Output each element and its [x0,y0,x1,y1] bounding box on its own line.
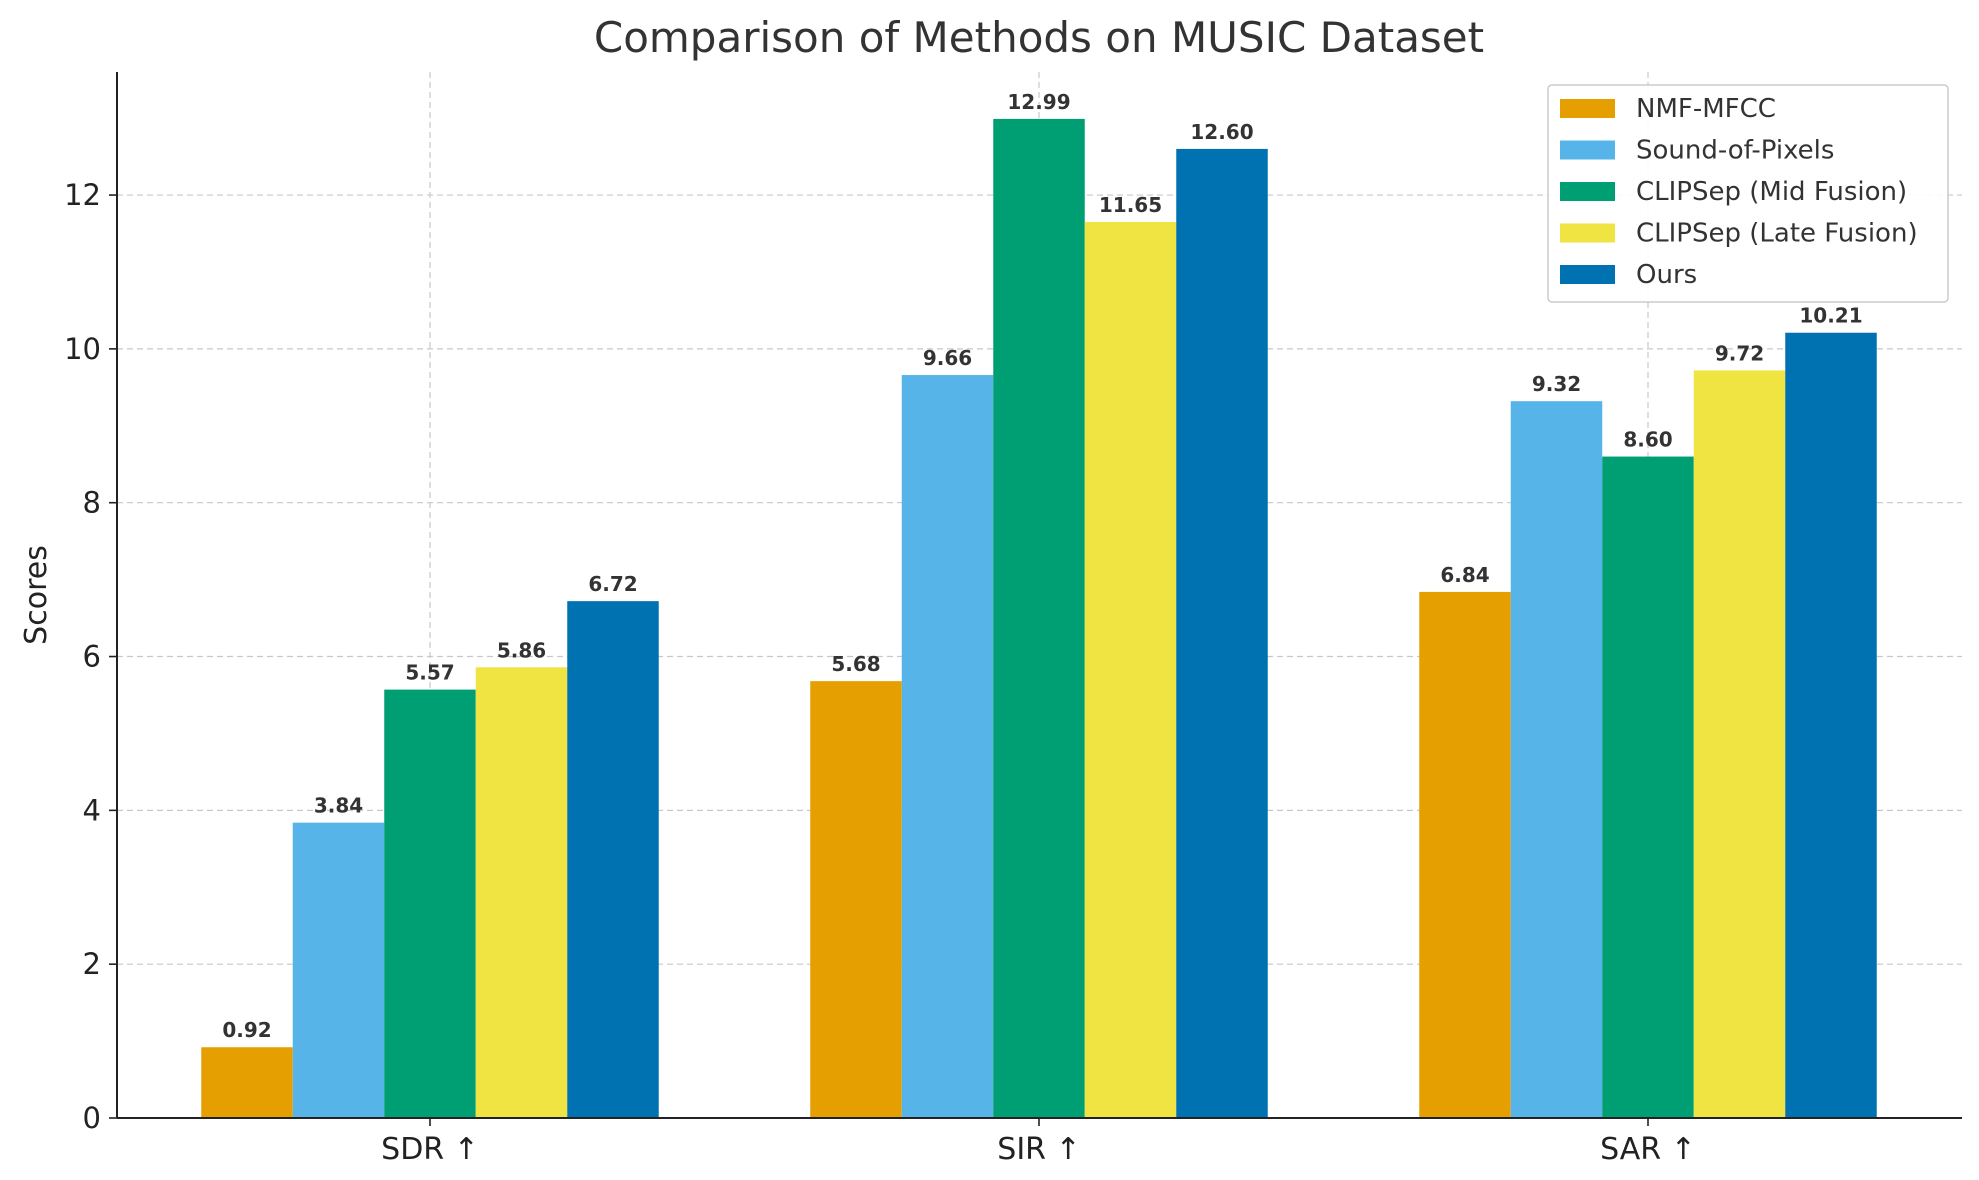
bar-sound-of-pixels-sar [1510,401,1603,1118]
data-label: 12.60 [1190,120,1253,144]
bar-sound-of-pixels-sir [901,375,994,1118]
legend-label: CLIPSep (Late Fusion) [1636,219,1918,249]
legend-label: Sound-of-Pixels [1636,136,1834,166]
data-label: 10.21 [1799,304,1862,328]
x-tick-label: SDR ↑ [381,1132,479,1167]
legend-swatch [1560,140,1615,160]
data-label: 12.99 [1007,90,1070,114]
y-tick-label: 4 [83,793,101,827]
legend-item-sound-of-pixels: Sound-of-Pixels [1560,136,1834,166]
bars-layer [201,118,1877,1119]
legend-box [1547,84,1949,303]
y-axis-label: Scores [19,545,54,645]
legend-label: Ours [1636,260,1697,290]
legend-swatch [1560,223,1615,243]
bar-clipsep-mid-fusion-sar [1602,456,1694,1118]
x-tick-label: SAR ↑ [1600,1132,1696,1167]
data-label: 6.72 [588,572,637,596]
chart-title: Comparison of Methods on MUSIC Dataset [594,13,1484,62]
bar-ours-sar [1785,332,1877,1118]
legend-label: NMF-MFCC [1636,94,1776,124]
y-tick-label: 6 [83,640,101,674]
y-tick-label: 12 [64,178,101,212]
bar-clipsep-mid-fusion-sdr [384,689,476,1118]
bar-nmf-mfcc-sir [810,681,902,1118]
data-labels-layer: 0.92 5.68 6.84 3.84 9.66 9.32 5.57 12.99 8.60 5.8… [222,90,1862,1042]
legend-swatch [1560,182,1615,201]
legend-swatch [1560,265,1615,284]
bar-clipsep-mid-fusion-sir [993,118,1085,1118]
bar-ours-sir [1176,148,1268,1119]
data-label: 5.68 [831,652,880,676]
y-tick-label: 2 [83,947,101,981]
legend-swatch [1560,99,1615,118]
legend-item-clipsep-mid-fusion: CLIPSep (Mid Fusion) [1560,177,1907,207]
bar-clipsep-late-fusion-sdr [475,667,568,1118]
y-tick-label: 0 [83,1101,101,1135]
bar-sound-of-pixels-sdr [292,822,385,1118]
bar-nmf-mfcc-sdr [201,1047,293,1118]
bar-nmf-mfcc-sar [1419,591,1511,1118]
data-label: 9.32 [1532,372,1581,396]
data-label: 0.92 [222,1018,271,1042]
data-label: 5.57 [405,661,454,685]
data-label: 9.72 [1715,341,1764,365]
bar-clipsep-late-fusion-sir [1084,221,1177,1119]
y-tick-label: 8 [83,486,101,520]
legend-item-ours: Ours [1560,260,1697,290]
legend-item-nmf-mfcc: NMF-MFCC [1560,94,1776,124]
bar-ours-sdr [567,601,659,1118]
legend-item-clipsep-late-fusion: CLIPSep (Late Fusion) [1560,219,1918,249]
axes-layer: 0 2 4 6 8 10 12 SDR ↑ SIR ↑ SAR ↑ [64,72,1962,1167]
data-label: 3.84 [314,794,363,818]
legend-label: CLIPSep (Mid Fusion) [1636,177,1907,207]
data-label: 6.84 [1440,563,1489,587]
legend: NMF-MFCC Sound-of-Pixels CLIPSep (Mid Fusi… [1547,84,1949,303]
y-tick-label: 10 [64,332,101,366]
data-label: 11.65 [1099,193,1162,217]
data-label: 5.86 [497,638,546,662]
data-label: 9.66 [923,346,972,370]
bar-clipsep-late-fusion-sar [1693,370,1786,1119]
data-label: 8.60 [1623,428,1672,452]
x-tick-label: SIR ↑ [997,1132,1080,1167]
